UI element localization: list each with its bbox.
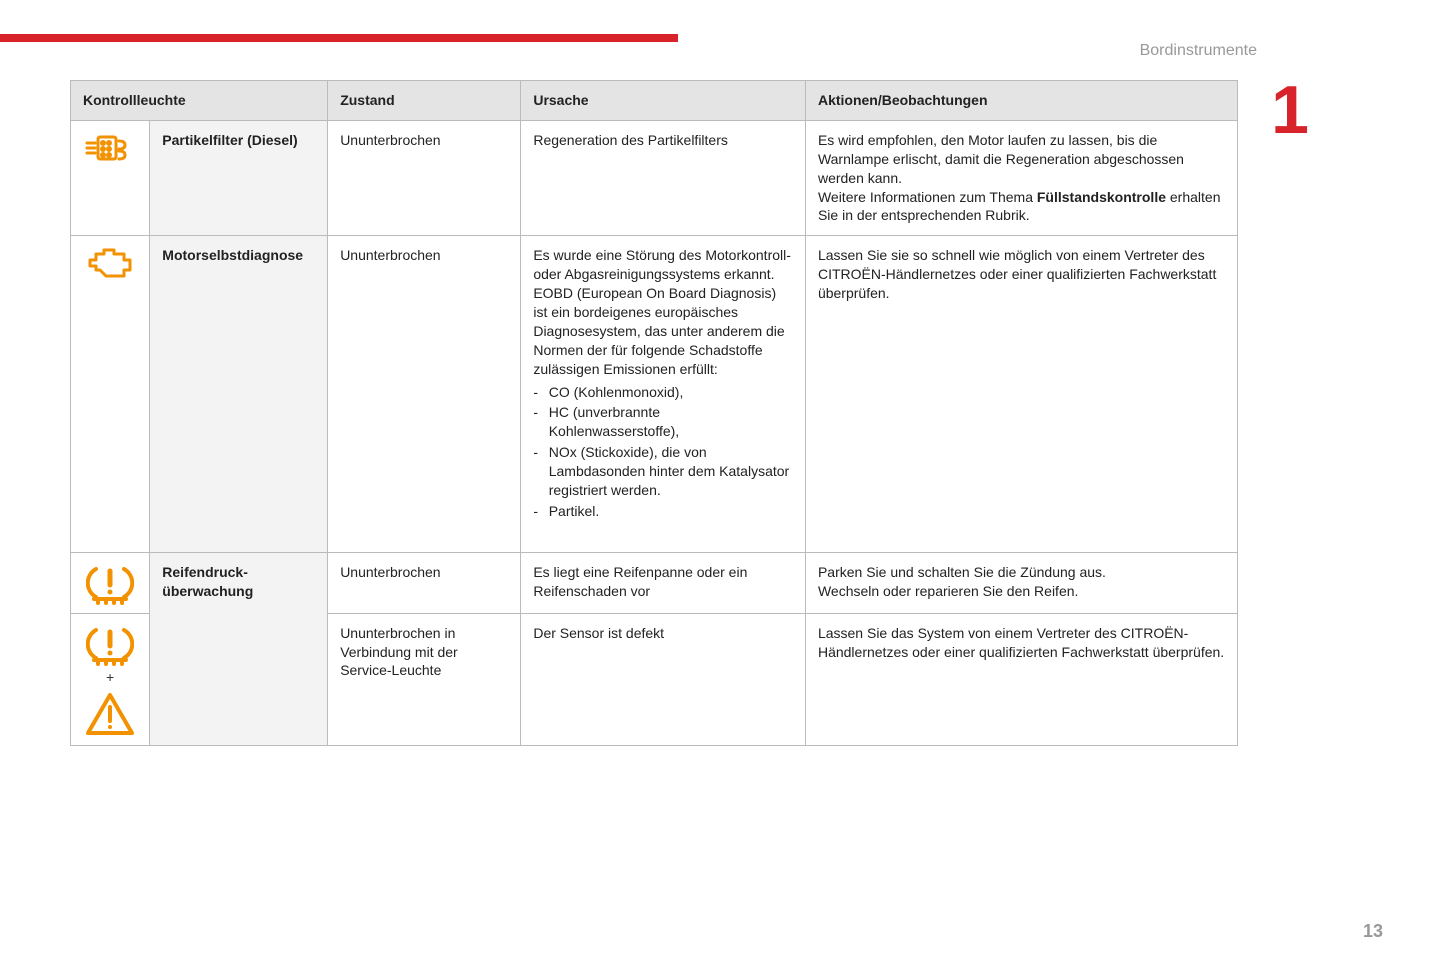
list-item: Partikel. (549, 502, 793, 521)
content-area: Kontrollleuchte Zustand Ursache Aktionen… (70, 80, 1238, 746)
dpf-state: Ununterbrochen (328, 120, 521, 235)
tire-pressure-icon (86, 622, 134, 666)
header-indicator: Kontrollleuchte (71, 81, 328, 121)
warning-triangle-icon (84, 691, 136, 737)
plus-symbol: + (75, 668, 145, 687)
engine-action: Lassen Sie sie so schnell wie möglich vo… (805, 236, 1237, 552)
header-state: Zustand (328, 81, 521, 121)
dpf-cause: Regeneration des Partikelfilters (521, 120, 806, 235)
header-cause: Ursache (521, 81, 806, 121)
tpms-service-icon-cell: + (71, 613, 150, 745)
engine-cause: Es wurde eine Störung des Motorkontroll-… (521, 236, 806, 552)
tpms2-cause: Der Sensor ist defekt (521, 613, 806, 745)
engine-icon-cell (71, 236, 150, 552)
engine-name: Motorselbstdiagnose (150, 236, 328, 552)
chapter-number: 1 (1271, 76, 1309, 144)
section-label: Bordinstrumente (1140, 42, 1257, 60)
engine-cause-list: CO (Kohlenmonoxid), HC (unverbrannte Koh… (533, 383, 793, 521)
table-row: Partikelfilter (Diesel) Ununterbrochen R… (71, 120, 1238, 235)
top-accent-bar (0, 34, 678, 42)
particulate-filter-icon (83, 129, 137, 167)
tpms1-cause: Es liegt eine Reifenpanne oder ein Reife… (521, 552, 806, 613)
dpf-action-mid1: Weitere Informationen zum Thema (818, 189, 1037, 205)
table-header-row: Kontrollleuchte Zustand Ursache Aktionen… (71, 81, 1238, 121)
tpms-name: Reifendruck-überwachung (150, 552, 328, 745)
engine-state: Ununterbrochen (328, 236, 521, 552)
tpms-icon-cell (71, 552, 150, 613)
dpf-action-bold: Füllstandskontrolle (1037, 189, 1166, 205)
list-item: CO (Kohlenmonoxid), (549, 383, 793, 402)
page-number: 13 (1363, 921, 1383, 942)
table-row: Motorselbstdiagnose Ununterbrochen Es wu… (71, 236, 1238, 552)
list-item: HC (unverbrannte Kohlenwasserstoffe), (549, 403, 793, 441)
tire-pressure-icon (86, 561, 134, 605)
tpms1-state: Ununterbrochen (328, 552, 521, 613)
dpf-action-pre: Es wird empfohlen, den Motor laufen zu l… (818, 132, 1184, 186)
tpms2-state: Ununterbrochen in Verbindung mit der Ser… (328, 613, 521, 745)
table-row: Reifendruck-überwachung Ununterbrochen E… (71, 552, 1238, 613)
list-item: NOx (Stickoxide), die von Lambdasonden h… (549, 443, 793, 500)
tpms2-action: Lassen Sie das System von einem Vertrete… (805, 613, 1237, 745)
warning-lamps-table: Kontrollleuchte Zustand Ursache Aktionen… (70, 80, 1238, 746)
dpf-name: Partikelfilter (Diesel) (150, 120, 328, 235)
tpms1-action: Parken Sie und schalten Sie die Zündung … (805, 552, 1237, 613)
header-actions: Aktionen/Beobachtungen (805, 81, 1237, 121)
dpf-action: Es wird empfohlen, den Motor laufen zu l… (805, 120, 1237, 235)
dpf-icon-cell (71, 120, 150, 235)
engine-icon (82, 244, 138, 284)
engine-cause-intro: Es wurde eine Störung des Motorkontroll-… (533, 247, 791, 376)
